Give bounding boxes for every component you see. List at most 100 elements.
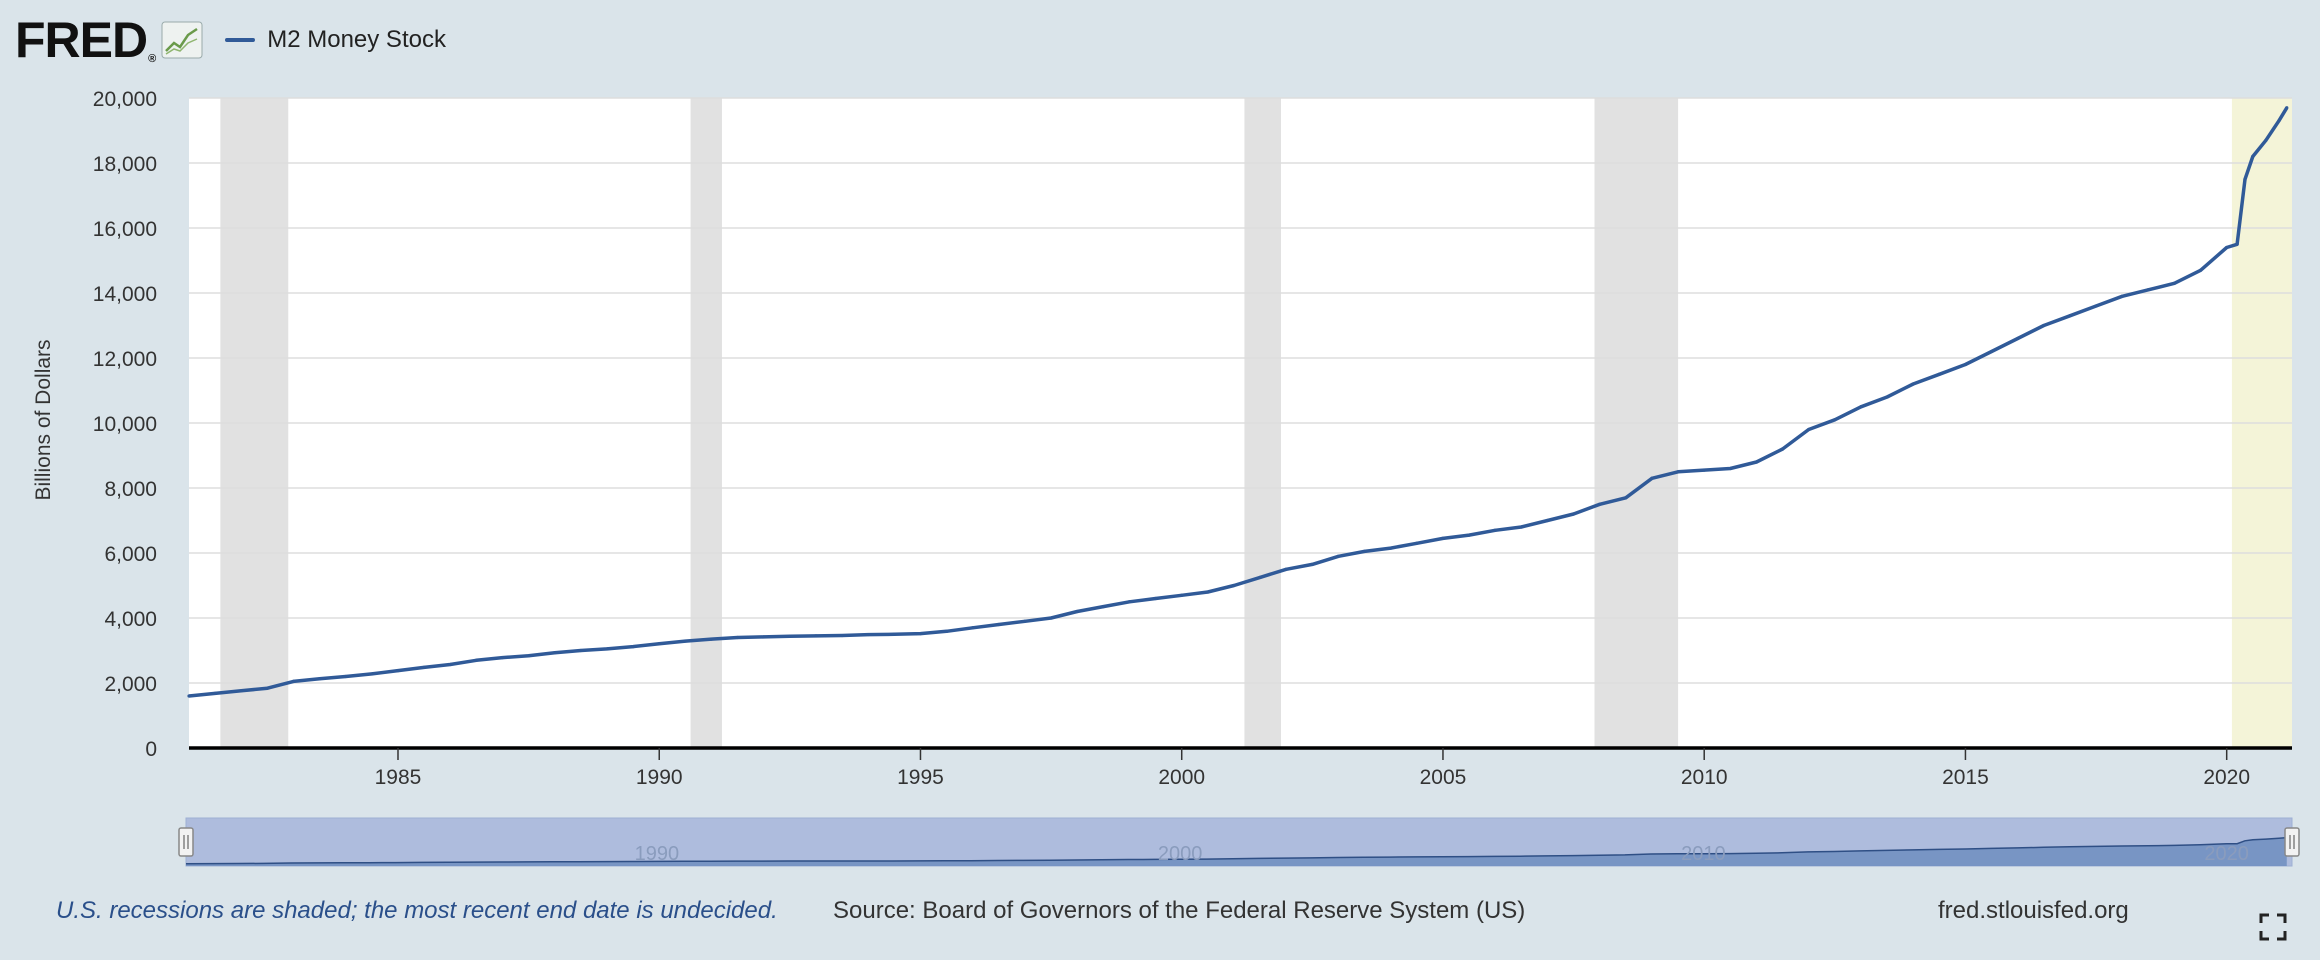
data-point: [2042, 323, 2046, 328]
data-point: [1911, 382, 1915, 386]
data-point: [945, 629, 949, 633]
data-point: [291, 679, 296, 683]
data-point: [1206, 590, 1210, 594]
data-point: [1232, 583, 1236, 588]
data-point: [1624, 496, 1628, 500]
data-point: [2094, 304, 2098, 308]
data-point: [1493, 528, 1497, 532]
data-point: [2243, 177, 2247, 181]
y-axis-label: Billions of Dollars: [32, 339, 55, 500]
data-point: [631, 645, 635, 649]
navigator-handle-icon[interactable]: [2284, 827, 2300, 857]
fullscreen-icon[interactable]: [2258, 912, 2288, 942]
data-point: [265, 686, 269, 690]
data-point: [2068, 314, 2072, 318]
data-point: [500, 656, 505, 660]
y-tick-label: 4,000: [104, 608, 157, 631]
data-point: [1519, 525, 1523, 529]
data-point: [422, 665, 426, 670]
x-tick-label: 2010: [1681, 766, 1728, 789]
data-point: [892, 632, 896, 636]
data-point: [527, 654, 531, 658]
data-point: [1754, 460, 1759, 464]
x-tick-label: 2005: [1420, 766, 1467, 789]
data-point: [1284, 567, 1288, 571]
line-chart-icon: [161, 21, 203, 59]
data-point: [997, 622, 1001, 627]
data-point: [2120, 294, 2124, 298]
x-tick-label: 1995: [897, 766, 944, 789]
data-point: [814, 634, 818, 638]
data-point: [971, 626, 975, 630]
source-text: Source: Board of Governors of the Federa…: [833, 897, 1526, 924]
data-point: [1833, 418, 1837, 422]
data-point: [1362, 549, 1367, 553]
data-point: [1937, 372, 1941, 376]
data-point: [709, 637, 714, 641]
y-tick-label: 18,000: [93, 153, 157, 176]
data-point: [1023, 619, 1027, 623]
data-point: [344, 674, 348, 679]
y-tick-label: 12,000: [93, 348, 157, 371]
registered-mark: ®: [148, 53, 156, 65]
data-point: [2235, 242, 2239, 246]
data-point: [1885, 395, 1889, 399]
y-tick-label: 10,000: [93, 413, 157, 436]
navigator-label: 2010: [1681, 843, 1726, 865]
x-tick-label: 1985: [375, 766, 422, 789]
x-tick-label: 1990: [636, 766, 683, 789]
y-tick-label: 14,000: [93, 283, 157, 306]
navigator-handle-right[interactable]: [2284, 827, 2300, 857]
data-point: [683, 639, 687, 643]
data-point: [1702, 468, 1706, 472]
chart-legend[interactable]: M2 Money Stock: [225, 26, 446, 54]
x-tick-label: 2015: [1942, 766, 1989, 789]
data-point: [2198, 268, 2203, 272]
data-point: [840, 633, 844, 638]
data-point: [866, 632, 870, 637]
data-point: [2285, 106, 2289, 110]
data-point: [187, 694, 191, 698]
data-point: [1963, 362, 1968, 367]
data-point: [2172, 281, 2177, 285]
data-point: [1127, 600, 1132, 604]
data-point: [918, 632, 923, 636]
y-tick-label: 8,000: [104, 478, 157, 501]
data-point: [239, 689, 243, 693]
y-tick-label: 6,000: [104, 543, 157, 566]
data-point: [1180, 593, 1184, 597]
data-point: [579, 648, 583, 653]
data-point: [1989, 349, 1994, 354]
navigator-label: 1990: [635, 843, 680, 865]
navigator-area: [186, 837, 2287, 866]
navigator-line: [185, 836, 2287, 865]
data-point: [2251, 154, 2255, 159]
site-link[interactable]: fred.stlouisfed.org: [1938, 897, 2129, 924]
x-tick-label: 2000: [1158, 766, 1205, 789]
chart-header: FRED® M2 Money Stock: [15, 14, 446, 66]
data-point: [1467, 533, 1471, 537]
data-point: [1101, 605, 1105, 609]
data-point: [788, 634, 792, 638]
data-point: [1859, 405, 1863, 409]
data-point: [396, 669, 400, 673]
fred-logo-text: FRED: [15, 12, 148, 68]
data-point: [1389, 546, 1393, 550]
data-point: [2146, 288, 2150, 292]
data-point: [1676, 470, 1680, 474]
navigator-label: 2000: [1158, 843, 1203, 865]
navigator-handle-icon[interactable]: [178, 827, 194, 857]
navigator-label: 2020: [2204, 843, 2249, 865]
y-tick-label: 2,000: [104, 673, 157, 696]
data-point: [1545, 518, 1550, 523]
fred-logo[interactable]: FRED®: [15, 12, 156, 68]
data-point: [1075, 609, 1079, 614]
data-point: [2016, 336, 2020, 341]
data-point: [213, 691, 217, 696]
data-point: [1336, 554, 1341, 558]
navigator-handle-left[interactable]: [178, 827, 194, 857]
data-point: [1415, 541, 1419, 545]
data-point: [1441, 536, 1445, 540]
data-point: [1728, 466, 1732, 471]
